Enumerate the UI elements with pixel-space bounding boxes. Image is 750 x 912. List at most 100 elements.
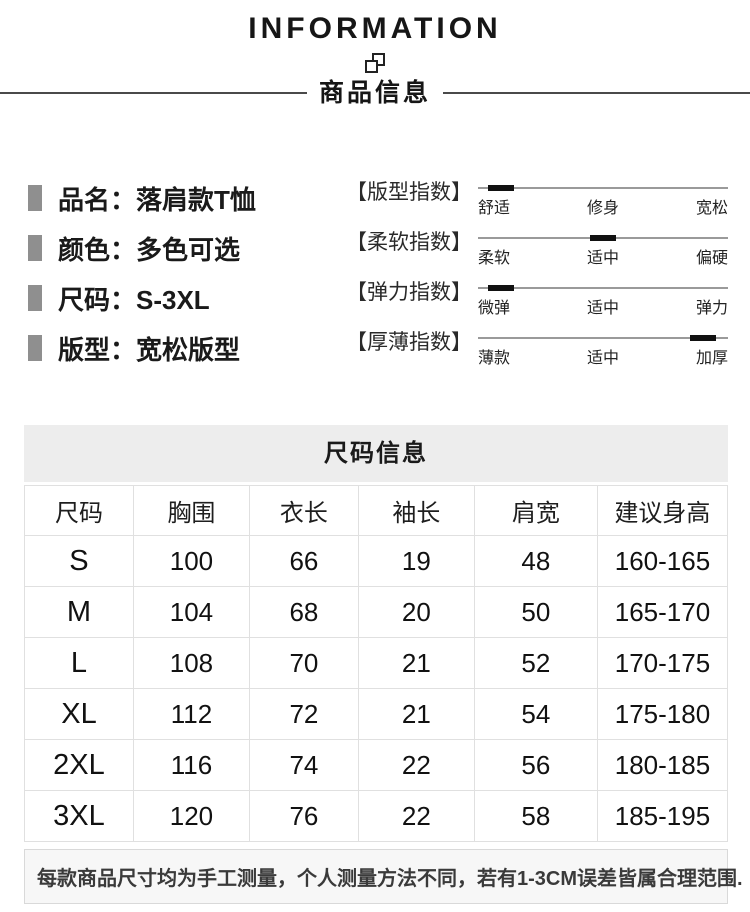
- overlap-squares-icon: [365, 53, 385, 73]
- scale-marker: [690, 335, 716, 341]
- scale-label: 适中: [586, 350, 619, 367]
- table-cell: 54: [473, 688, 598, 740]
- column-header: 胸围: [132, 485, 250, 536]
- table-row: M 104 68 20 50 165-170: [24, 586, 729, 638]
- scale-label: 修身: [586, 200, 619, 217]
- scale-marker: [488, 285, 514, 291]
- table-cell: 170-175: [596, 637, 729, 689]
- table-cell: 116: [132, 739, 250, 791]
- table-cell: XL: [24, 688, 134, 740]
- table-cell: 120: [132, 790, 250, 842]
- bullet-marker-icon: [28, 185, 42, 211]
- scale-label: 偏硬: [695, 250, 728, 267]
- table-cell: 74: [248, 739, 359, 791]
- overlap-square-front: [365, 60, 378, 73]
- attribute-fit: 版型：宽松版型: [28, 323, 346, 373]
- table-cell: 66: [248, 535, 359, 587]
- scale-labels: 舒适 修身 宽松: [478, 194, 728, 218]
- column-header: 衣长: [248, 485, 359, 536]
- index-scales: 【版型指数】 舒适 修身 宽松 【柔软指数】 柔软 适中: [346, 167, 728, 373]
- size-table-title: 尺码信息: [24, 425, 728, 482]
- scale-labels: 微弹 适中 弹力: [478, 294, 728, 318]
- scale-name: 【厚薄指数】: [346, 331, 472, 354]
- scale-body: 微弹 适中 弹力: [468, 267, 728, 317]
- column-header: 建议身高: [596, 485, 729, 536]
- scale-body: 舒适 修身 宽松: [468, 167, 728, 217]
- bullet-marker-icon: [28, 285, 42, 311]
- divider-line-right: [443, 92, 750, 94]
- scale-name: 【柔软指数】: [346, 231, 472, 254]
- scale-track: [478, 185, 728, 191]
- attribute-color: 颜色：多色可选: [28, 223, 346, 273]
- table-row: L 108 70 21 52 170-175: [24, 637, 729, 689]
- attribute-size-range: 尺码：S-3XL: [28, 273, 346, 323]
- table-cell: 72: [248, 688, 359, 740]
- table-cell: 50: [473, 586, 598, 638]
- scale-marker: [590, 235, 616, 241]
- divider-line-left: [0, 92, 307, 94]
- scale-label: 适中: [586, 300, 619, 317]
- bullet-marker-icon: [28, 335, 42, 361]
- scale-track: [478, 285, 728, 291]
- scale-track: [478, 235, 728, 241]
- table-cell: 70: [248, 637, 359, 689]
- scale-marker: [488, 185, 514, 191]
- scale-label: 适中: [586, 250, 619, 267]
- scale-labels: 薄款 适中 加厚: [478, 344, 728, 368]
- table-cell: 22: [357, 790, 475, 842]
- table-cell: 58: [473, 790, 598, 842]
- attribute-text: 尺码：S-3XL: [58, 284, 210, 315]
- table-cell: 104: [132, 586, 250, 638]
- table-cell: 19: [357, 535, 475, 587]
- table-cell: 165-170: [596, 586, 729, 638]
- table-cell: 56: [473, 739, 598, 791]
- table-cell: 20: [357, 586, 475, 638]
- table-row: S 100 66 19 48 160-165: [24, 535, 729, 587]
- table-cell: 185-195: [596, 790, 729, 842]
- scale-elasticity-index: 【弹力指数】 微弹 适中 弹力: [346, 267, 728, 317]
- scale-label: 舒适: [478, 200, 511, 217]
- size-table: 尺码 胸围 衣长 袖长 肩宽 建议身高 S 100 66 19 48 160-1…: [24, 485, 729, 842]
- info-header: INFORMATION 商品信息: [0, 0, 750, 109]
- table-cell: S: [24, 535, 134, 587]
- table-header-row: 尺码 胸围 衣长 袖长 肩宽 建议身高: [24, 485, 729, 536]
- bullet-marker-icon: [28, 235, 42, 261]
- table-cell: 68: [248, 586, 359, 638]
- page-title: INFORMATION: [248, 12, 502, 45]
- attribute-product-name: 品名：落肩款T恤: [28, 173, 346, 223]
- scale-label: 宽松: [695, 200, 728, 217]
- table-row: 2XL 116 74 22 56 180-185: [24, 739, 729, 791]
- scale-softness-index: 【柔软指数】 柔软 适中 偏硬: [346, 217, 728, 267]
- scale-track: [478, 335, 728, 341]
- table-cell: 52: [473, 637, 598, 689]
- scale-label: 弹力: [695, 300, 728, 317]
- section-divider: 商品信息: [0, 77, 750, 109]
- table-cell: 100: [132, 535, 250, 587]
- scale-labels: 柔软 适中 偏硬: [478, 244, 728, 268]
- column-header: 肩宽: [473, 485, 598, 536]
- table-cell: M: [24, 586, 134, 638]
- table-cell: L: [24, 637, 134, 689]
- scale-body: 薄款 适中 加厚: [468, 317, 728, 367]
- scale-body: 柔软 适中 偏硬: [468, 217, 728, 267]
- table-cell: 21: [357, 688, 475, 740]
- product-details: 品名：落肩款T恤 颜色：多色可选 尺码：S-3XL 版型：宽松版型 【版型指数】…: [0, 167, 750, 373]
- table-cell: 112: [132, 688, 250, 740]
- product-attributes: 品名：落肩款T恤 颜色：多色可选 尺码：S-3XL 版型：宽松版型: [28, 167, 346, 373]
- attribute-text: 品名：落肩款T恤: [58, 184, 256, 215]
- scale-label: 加厚: [695, 350, 728, 367]
- scale-fit-index: 【版型指数】 舒适 修身 宽松: [346, 167, 728, 217]
- table-cell: 180-185: [596, 739, 729, 791]
- column-header: 袖长: [357, 485, 475, 536]
- table-row: 3XL 120 76 22 58 185-195: [24, 790, 729, 842]
- size-info-section: 尺码信息 尺码 胸围 衣长 袖长 肩宽 建议身高 S 100 66 19 48 …: [24, 425, 729, 842]
- column-header: 尺码: [24, 485, 134, 536]
- table-cell: 2XL: [24, 739, 134, 791]
- overlap-square-back: [372, 53, 385, 66]
- scale-name: 【弹力指数】: [346, 281, 472, 304]
- scale-thickness-index: 【厚薄指数】 薄款 适中 加厚: [346, 317, 728, 367]
- scale-label: 柔软: [478, 250, 511, 267]
- table-cell: 3XL: [24, 790, 134, 842]
- scale-label: 薄款: [478, 350, 511, 367]
